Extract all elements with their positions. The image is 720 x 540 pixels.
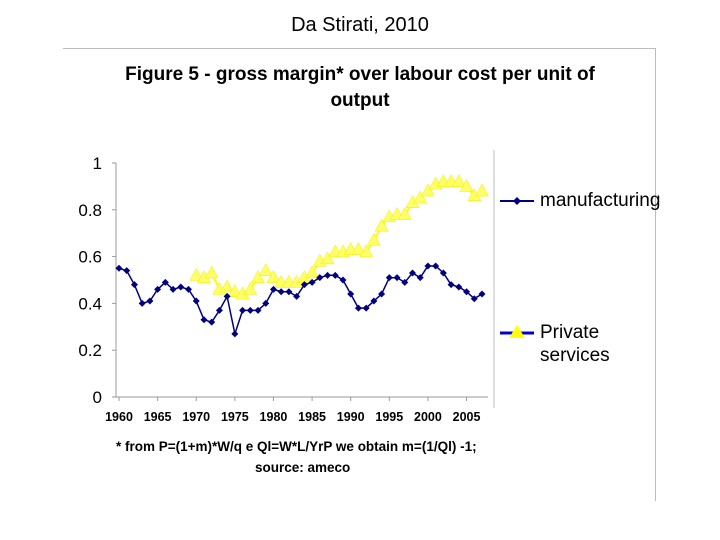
manufacturing-point bbox=[408, 269, 416, 277]
private-services-point bbox=[366, 232, 381, 246]
private-services-point bbox=[421, 183, 435, 197]
x-tick-label: 1960 bbox=[105, 410, 133, 424]
private-services-point bbox=[251, 270, 265, 283]
manufacturing-point bbox=[416, 274, 424, 282]
private-services-point bbox=[189, 267, 204, 281]
manufacturing-point bbox=[192, 297, 200, 305]
manufacturing-point bbox=[285, 288, 293, 296]
x-tick-label: 1970 bbox=[182, 410, 210, 424]
manufacturing-point bbox=[169, 285, 177, 293]
manufacturing-point bbox=[300, 281, 308, 289]
manufacturing-point bbox=[185, 285, 193, 293]
private-services-point bbox=[220, 279, 235, 293]
manufacturing-point bbox=[254, 306, 262, 314]
x-tick-label: 1975 bbox=[221, 410, 249, 424]
manufacturing-point bbox=[463, 288, 471, 296]
manufacturing-point bbox=[146, 297, 154, 305]
legend-private-services-label-1: Private bbox=[540, 322, 600, 343]
x-tick-label: 2000 bbox=[414, 410, 442, 424]
manufacturing-point bbox=[331, 271, 339, 279]
manufacturing-point bbox=[378, 290, 386, 298]
manufacturing-point bbox=[208, 318, 216, 326]
private-services-point bbox=[451, 174, 466, 187]
y-tick-label: 0.6 bbox=[78, 248, 102, 267]
manufacturing-point bbox=[293, 292, 301, 300]
manufacturing-point bbox=[354, 304, 362, 312]
manufacturing-point bbox=[239, 306, 247, 314]
manufacturing-point bbox=[154, 285, 162, 293]
manufacturing-point bbox=[123, 267, 131, 275]
private-services-point bbox=[258, 263, 273, 276]
manufacturing-point bbox=[223, 292, 231, 300]
slide-title: Da Stirati, 2010 bbox=[291, 14, 429, 36]
manufacturing-point bbox=[478, 290, 486, 298]
manufacturing-point bbox=[177, 283, 185, 291]
private-services-point bbox=[397, 206, 412, 220]
manufacturing-point bbox=[200, 316, 208, 324]
private-services-point bbox=[359, 244, 374, 258]
y-tick-label: 1 bbox=[93, 154, 102, 173]
x-tick-label: 1980 bbox=[260, 410, 288, 424]
legend-private-services-label-2: services bbox=[540, 345, 610, 366]
y-tick-label: 0 bbox=[93, 388, 102, 407]
legend-manufacturing-label: manufacturing bbox=[540, 190, 661, 211]
manufacturing-point bbox=[115, 264, 123, 272]
manufacturing-point bbox=[455, 283, 463, 291]
manufacturing-point bbox=[470, 295, 478, 303]
manufacturing-point bbox=[269, 285, 277, 293]
manufacturing-point bbox=[138, 299, 146, 307]
chart-source: source: ameco bbox=[255, 460, 351, 475]
manufacturing-point bbox=[424, 262, 432, 270]
manufacturing-point bbox=[308, 278, 316, 286]
x-tick-label: 2005 bbox=[453, 410, 481, 424]
manufacturing-point bbox=[362, 304, 370, 312]
y-tick-label: 0.4 bbox=[78, 294, 102, 313]
chart-frame bbox=[63, 48, 656, 501]
private-services-point bbox=[351, 242, 366, 255]
manufacturing-point bbox=[401, 278, 409, 286]
x-tick-label: 1985 bbox=[298, 410, 326, 424]
private-services-point bbox=[320, 251, 335, 265]
manufacturing-point bbox=[385, 274, 393, 282]
x-tick-label: 1990 bbox=[337, 410, 365, 424]
manufacturing-line bbox=[118, 265, 483, 337]
x-tick-label: 1995 bbox=[375, 410, 403, 424]
private-services-point bbox=[266, 270, 281, 283]
manufacturing-point bbox=[277, 288, 285, 296]
manufacturing-point bbox=[231, 330, 239, 338]
manufacturing-point bbox=[439, 269, 447, 277]
x-tick-label: 1965 bbox=[144, 410, 172, 424]
private-services-point bbox=[374, 218, 389, 232]
manufacturing-point bbox=[215, 306, 223, 314]
private-services-point bbox=[243, 281, 258, 295]
chart-footnote: * from P=(1+m)*W/q e Ql=W*L/YrP we obtai… bbox=[116, 439, 477, 454]
manufacturing-point bbox=[130, 281, 138, 289]
manufacturing-point bbox=[347, 290, 355, 298]
manufacturing-point bbox=[246, 306, 254, 314]
manufacturing-point bbox=[339, 276, 347, 284]
chart-title: Figure 5 - gross margin* over labour cos… bbox=[125, 64, 595, 111]
legend-manufacturing-marker bbox=[513, 197, 521, 205]
private-services-point bbox=[475, 183, 489, 197]
manufacturing-point bbox=[316, 274, 324, 282]
manufacturing-point bbox=[393, 274, 401, 282]
private-services-point bbox=[459, 178, 474, 192]
manufacturing-point bbox=[432, 262, 440, 270]
manufacturing-point bbox=[161, 278, 169, 286]
y-tick-label: 0.8 bbox=[78, 201, 102, 220]
private-services-point bbox=[305, 265, 320, 279]
y-tick-label: 0.2 bbox=[78, 341, 102, 360]
legend-private-services-marker bbox=[509, 325, 525, 338]
manufacturing-point bbox=[262, 299, 270, 307]
private-services-point bbox=[227, 284, 242, 297]
manufacturing-point bbox=[447, 281, 455, 289]
manufacturing-point bbox=[370, 297, 378, 305]
manufacturing-point bbox=[324, 271, 332, 279]
private-services-point bbox=[413, 190, 428, 204]
private-services-point bbox=[204, 265, 219, 279]
